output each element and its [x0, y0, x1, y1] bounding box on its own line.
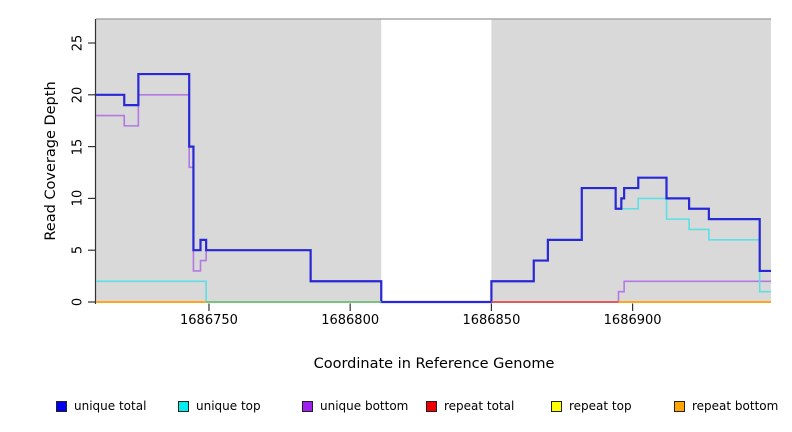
x-tick-label: 1686750: [180, 313, 238, 328]
legend-label: repeat bottom: [692, 399, 779, 413]
legend-item-unique-total: unique total: [56, 399, 146, 413]
legend-label: repeat top: [569, 399, 632, 413]
legend-item-repeat-top: repeat top: [551, 399, 632, 413]
legend-swatch-icon: [178, 400, 189, 412]
y-tick-label: 5: [70, 246, 86, 255]
legend-label: unique total: [74, 399, 147, 413]
y-tick-label: 25: [70, 34, 86, 52]
series-unique-total-line: [96, 72, 771, 304]
legend-label: repeat total: [444, 399, 515, 413]
series-unique-bottom-line: [96, 94, 771, 303]
legend-swatch-icon: [674, 400, 685, 412]
y-tick-label: 10: [70, 190, 86, 207]
legend-label: unique bottom: [320, 399, 409, 413]
y-tick-label: 20: [70, 86, 86, 104]
legend-item-repeat-total: repeat total: [426, 399, 514, 413]
legend-label: unique top: [196, 399, 261, 413]
y-tick-label: 15: [70, 138, 86, 155]
legend-swatch-icon: [56, 400, 67, 412]
legend-swatch-icon: [302, 400, 313, 412]
panel-background-right: [491, 19, 771, 303]
x-axis-title: Coordinate in Reference Genome: [313, 356, 555, 372]
legend-item-unique-top: unique top: [178, 399, 261, 413]
panel-background-left: [96, 19, 382, 303]
legend-item-repeat-bottom: repeat bottom: [674, 399, 778, 413]
legend-item-unique-bottom: unique bottom: [302, 399, 408, 413]
x-tick-label: 1686850: [462, 313, 521, 328]
x-tick-label: 1686800: [321, 313, 380, 328]
x-tick-label: 1686900: [603, 313, 662, 328]
legend-swatch-icon: [426, 400, 437, 412]
y-tick-label: 0: [70, 297, 86, 307]
y-axis-title: Read Coverage Depth: [43, 81, 59, 241]
legend-swatch-icon: [551, 400, 562, 412]
